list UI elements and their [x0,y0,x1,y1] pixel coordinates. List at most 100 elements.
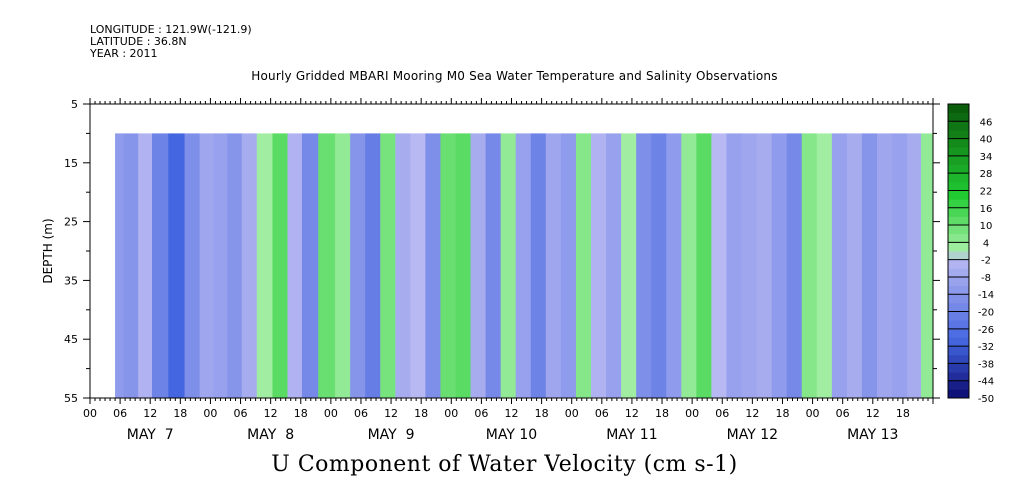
x-hour-tick-label: 18 [414,407,428,420]
heatmap-band [877,133,893,398]
heatmap-band [681,133,697,398]
y-tick-label: 45 [64,333,78,346]
colorbar-swatch [948,207,969,217]
colorbar-label: -32 [978,342,994,353]
colorbar-label: 28 [980,169,993,180]
colorbar-swatch [948,190,969,200]
colorbar-label: 16 [980,204,993,215]
x-hour-tick-label: 12 [745,407,759,420]
colorbar-swatch [948,173,969,183]
colorbar-label: -50 [978,394,994,405]
colorbar-label: -26 [978,325,994,336]
heatmap-band [256,133,273,398]
heatmap-band [440,133,457,398]
heatmap-band [892,133,908,398]
colorbar: 46 40 34 28 22 16 10 4 -2 -8 -14 -20 -26 -32 -38 -44 -50 [947,103,994,405]
colorbar-swatch [948,233,969,243]
heatmap-band [335,133,351,398]
x-date-label: MAY 11 [606,427,657,443]
location-info: LONGITUDE : 121.9W(-121.9) LATITUDE : 36… [90,24,252,60]
colorbar-swatch [948,216,969,226]
heatmap-band [168,133,186,398]
x-hour-tick-label: 00 [83,407,97,420]
heatmap-band [425,133,441,398]
heatmap-band [184,133,201,398]
x-axis-label: U Component of Water Velocity (cm s-1) [271,452,738,477]
heatmap-band [590,133,607,398]
colorbar-swatch [948,354,969,364]
colorbar-label: -8 [981,273,991,284]
heatmap-band [651,133,667,398]
heatmap-band [395,133,411,398]
colorbar-label: -44 [978,377,994,388]
heatmap-band [123,133,139,398]
colorbar-label: 10 [980,221,993,232]
x-hour-tick-label: 00 [685,407,699,420]
x-axis: 00 06 12 18 00 06 12 18 00 06 12 18 00 06 12 18 00 06 12 18… [83,98,934,443]
colorbar-swatch [948,294,969,304]
heatmap-band [241,133,258,398]
y-tick-label: 55 [64,392,78,405]
heatmap-band [470,133,487,398]
x-hour-tick-label: 00 [806,407,820,420]
x-hour-tick-label: 06 [354,407,368,420]
heatmap-band [907,133,922,398]
chart-title: Hourly Gridded MBARI Mooring M0 Sea Wate… [251,69,778,83]
heatmap-band [272,133,289,398]
heatmap-band [455,133,472,398]
heatmap-band [575,133,592,398]
heatmap-band [711,133,727,398]
x-hour-tick-label: 06 [234,407,248,420]
colorbar-swatch [948,104,969,114]
heatmap-band [380,133,396,398]
colorbar-swatch [948,328,969,338]
colorbar-label: 46 [980,117,993,128]
heatmap-band [138,133,153,398]
colorbar-swatch [948,242,969,252]
heatmap-band [771,133,788,398]
x-hour-tick-label: 18 [896,407,910,420]
x-hour-tick-label: 18 [535,407,549,420]
heatmap-band [816,133,833,398]
heatmap-band [287,133,303,398]
colorbar-swatch [948,121,969,131]
x-date-label: MAY 8 [247,427,294,443]
x-hour-tick-label: 00 [324,407,338,420]
colorbar-swatch [948,389,969,399]
colorbar-label: 34 [980,152,993,163]
heatmap-band [636,133,652,398]
latitude-label: LATITUDE : 36.8N [90,35,187,48]
heatmap-band [500,133,517,398]
colorbar-swatch [948,138,969,148]
colorbar-label: 4 [983,238,989,249]
x-hour-tick-label: 18 [173,407,187,420]
x-hour-tick-label: 06 [715,407,729,420]
x-date-label: MAY 7 [127,427,174,443]
heatmap-band [786,133,803,398]
colorbar-label: 40 [980,135,993,146]
x-hour-tick-label: 06 [474,407,488,420]
heatmap-band [199,133,214,398]
x-hour-tick-label: 00 [203,407,217,420]
colorbar-swatch [948,302,969,312]
colorbar-swatch [948,268,969,278]
heatmap-band [801,133,818,398]
colorbar-swatch [948,147,969,157]
x-date-label: MAY 10 [486,427,537,443]
x-hour-tick-label: 12 [866,407,880,420]
heatmap-band [530,133,547,398]
colorbar-swatch [948,225,969,235]
heatmap-band [213,133,228,398]
year-label: YEAR : 2011 [90,47,158,60]
y-tick-label: 25 [64,216,78,229]
colorbar-swatch [948,285,969,295]
heatmap-cells [115,133,933,398]
colorbar-swatch [948,155,969,165]
heatmap-band [318,133,336,398]
x-hour-tick-label: 18 [294,407,308,420]
x-hour-tick-label: 18 [655,407,669,420]
colorbar-swatch [948,320,969,330]
colorbar-swatch [948,346,969,356]
heatmap-band [115,133,125,398]
